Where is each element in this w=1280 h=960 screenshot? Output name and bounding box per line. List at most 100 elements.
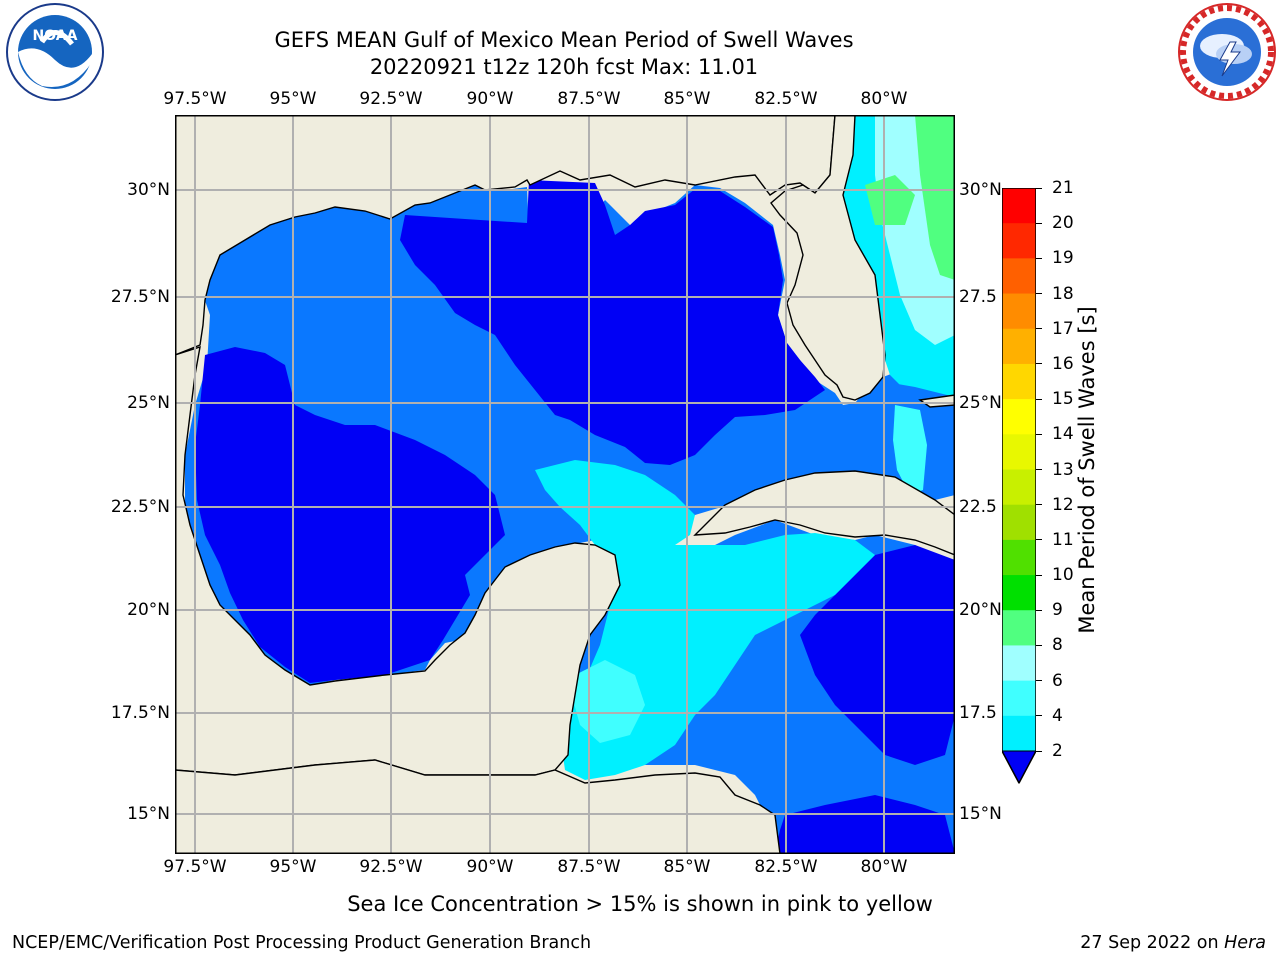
colorbar-tick-mark bbox=[1036, 363, 1042, 365]
lat-tick-right: 27.5 bbox=[959, 287, 997, 307]
colorbar-tick-mark bbox=[1036, 398, 1042, 400]
chart-title: GEFS MEAN Gulf of Mexico Mean Period of … bbox=[274, 28, 854, 52]
noaa-logo: NOAA bbox=[2, 2, 108, 102]
lon-tick-top: 92.5°W bbox=[359, 89, 423, 109]
lat-tick-left: 20°N bbox=[127, 600, 170, 620]
colorbar-tick-mark bbox=[1036, 469, 1042, 470]
colorbar-bin bbox=[1002, 680, 1036, 717]
central-america bbox=[175, 759, 781, 854]
colorbar-tick-mark bbox=[1036, 715, 1042, 717]
map-frame bbox=[175, 115, 955, 854]
colorbar-tick-label: 21 bbox=[1052, 178, 1074, 198]
colorbar-tick-mark bbox=[1036, 257, 1042, 259]
graticule bbox=[175, 115, 955, 854]
cyan-light-patch bbox=[573, 660, 645, 743]
colorbar-tick-label: 2 bbox=[1052, 741, 1063, 761]
colorbar-tick-mark bbox=[1036, 680, 1042, 682]
lat-tick-right: 20°N bbox=[959, 600, 1002, 620]
lon-tick-top: 90°W bbox=[466, 89, 514, 109]
colorbar-tick-mark bbox=[1036, 328, 1042, 330]
florida-straits-cyan bbox=[893, 405, 927, 495]
lon-tick-top: 82.5°W bbox=[754, 89, 818, 109]
lon-tick-top: 85°W bbox=[663, 89, 711, 109]
colorbar-bin bbox=[1002, 434, 1036, 470]
colorbar-bin bbox=[1002, 645, 1036, 682]
colorbar-svg bbox=[1002, 188, 1036, 784]
colorbar-bin bbox=[1002, 363, 1036, 400]
lon-tick-bottom: 95°W bbox=[269, 857, 317, 877]
colorbar-tick-label: 18 bbox=[1052, 283, 1074, 304]
colorbar-bin bbox=[1002, 575, 1036, 611]
colorbar-ticks: 21 20 19 18 17 16 15 14 13 12 11 10 9 8 6 4 2 bbox=[1036, 0, 1112, 960]
caribbean-dark-east bbox=[800, 545, 955, 765]
lon-tick-bottom: 97.5°W bbox=[163, 857, 227, 877]
colorbar-tick-mark bbox=[1036, 574, 1042, 576]
colorbar-tick-label: 6 bbox=[1052, 670, 1063, 691]
lat-tick-left: 17.5°N bbox=[110, 703, 170, 723]
lat-tick-right: 30°N bbox=[959, 180, 1002, 200]
colorbar-bin bbox=[1002, 715, 1036, 752]
colorbar-tick-label: 14 bbox=[1052, 424, 1074, 445]
colorbar-tick-label: 8 bbox=[1052, 635, 1063, 656]
colorbar-tick-mark bbox=[1036, 644, 1042, 646]
colorbar-tick-label: 16 bbox=[1052, 353, 1074, 374]
colorbar-tick-label: 12 bbox=[1052, 494, 1074, 515]
colorbar-tick-mark bbox=[1036, 222, 1042, 224]
florida-peninsula bbox=[770, 115, 886, 401]
colorbar-tick-mark bbox=[1036, 609, 1042, 611]
colorbar-bin bbox=[1002, 328, 1036, 365]
lat-tick-right: 25°N bbox=[959, 393, 1002, 413]
colorbar-bin bbox=[1002, 293, 1036, 330]
footer-credit: NCEP/EMC/Verification Post Processing Pr… bbox=[12, 933, 592, 953]
colorbar-tick-label: 15 bbox=[1052, 389, 1074, 410]
colorbar-tick-label: 4 bbox=[1052, 705, 1063, 726]
lon-tick-bottom: 92.5°W bbox=[359, 857, 423, 877]
colorbar-tick-label: 13 bbox=[1052, 459, 1074, 480]
lat-tick-right: 17.5 bbox=[959, 703, 997, 723]
cuba bbox=[693, 470, 955, 556]
colorbar-bin bbox=[1002, 223, 1036, 259]
colorbar-extend-triangle bbox=[1002, 750, 1036, 784]
atlantic-green bbox=[915, 115, 955, 280]
colorbar-label: Mean Period of Swell Waves [s] bbox=[1075, 306, 1099, 634]
colorbar-tick-label: 19 bbox=[1052, 248, 1074, 269]
lat-tick-right: 22.5 bbox=[959, 497, 997, 517]
lon-tick-bottom: 80°W bbox=[860, 857, 908, 877]
lon-tick-bottom: 85°W bbox=[663, 857, 711, 877]
lat-tick-left: 30°N bbox=[127, 180, 170, 200]
colorbar-tick-mark bbox=[1036, 504, 1042, 506]
lat-tick-left: 15°N bbox=[127, 804, 170, 824]
colorbar-bin bbox=[1002, 610, 1036, 646]
colorbar-bin bbox=[1002, 504, 1036, 541]
lon-tick-top: 95°W bbox=[269, 89, 317, 109]
colorbar-tick-mark bbox=[1036, 187, 1042, 189]
colorbar-frame bbox=[1002, 188, 1036, 784]
colorbar-bin bbox=[1002, 469, 1036, 506]
colorbar-tick-mark bbox=[1036, 539, 1042, 541]
colorbar-tick-label: 11 bbox=[1052, 529, 1074, 550]
lat-tick-left: 22.5°N bbox=[110, 497, 170, 517]
lon-tick-top: 80°W bbox=[860, 89, 908, 109]
colorbar-bin bbox=[1002, 539, 1036, 576]
colorbar-bin bbox=[1002, 258, 1036, 295]
footer-date: 27 Sep 2022 on Hera bbox=[1080, 932, 1266, 954]
lon-tick-bottom: 90°W bbox=[466, 857, 514, 877]
colorbar-tick-label: 9 bbox=[1052, 600, 1063, 621]
colorbar-tick-mark bbox=[1036, 750, 1042, 752]
lat-tick-left: 25°N bbox=[127, 393, 170, 413]
sea-ice-note: Sea Ice Concentration > 15% is shown in … bbox=[347, 892, 933, 916]
lat-tick-right: 15°N bbox=[959, 804, 1002, 824]
lon-tick-top: 97.5°W bbox=[163, 89, 227, 109]
caribbean-dark-south bbox=[775, 795, 955, 854]
lon-tick-bottom: 82.5°W bbox=[754, 857, 818, 877]
colorbar-bin bbox=[1002, 188, 1036, 224]
noaa-logo-text: NOAA bbox=[33, 28, 78, 44]
lat-tick-left: 27.5°N bbox=[110, 287, 170, 307]
colorbar-tick-label: 17 bbox=[1052, 318, 1074, 339]
gulf-dark-north bbox=[400, 180, 825, 465]
lon-tick-top: 87.5°W bbox=[557, 89, 621, 109]
footer-machine: Hera bbox=[1224, 933, 1266, 953]
colorbar-tick-label: 10 bbox=[1052, 565, 1074, 586]
colorbar-bin bbox=[1002, 399, 1036, 435]
colorbar-tick-mark bbox=[1036, 293, 1042, 295]
